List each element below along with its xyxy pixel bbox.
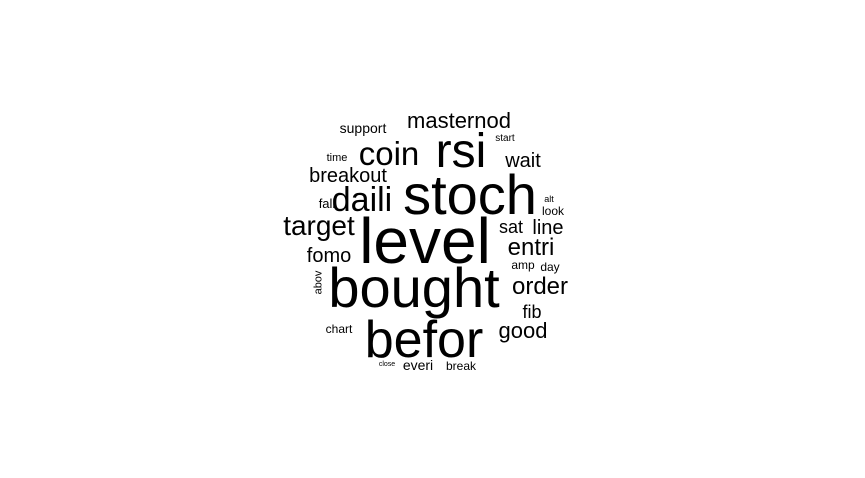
cloud-word-alt: alt: [544, 193, 554, 204]
cloud-word-close: close: [378, 360, 396, 368]
cloud-word-break: break: [445, 359, 477, 373]
cloud-word-abov: abov: [312, 270, 325, 294]
cloud-word-befor: befor: [364, 311, 484, 369]
cloud-word-support: support: [339, 120, 387, 136]
cloud-word-target: target: [283, 210, 355, 241]
cloud-word-fall: fall: [318, 195, 336, 211]
cloud-word-fomo: fomo: [306, 245, 352, 267]
cloud-word-chart: chart: [325, 322, 353, 336]
cloud-word-stoch: stoch: [403, 163, 537, 226]
cloud-word-look: look: [541, 204, 564, 218]
cloud-word-day: day: [540, 260, 560, 274]
cloud-word-order: order: [511, 273, 569, 300]
cloud-word-wait: wait: [505, 150, 541, 172]
cloud-word-rsi: rsi: [435, 125, 487, 178]
cloud-word-entri: entri: [507, 234, 555, 261]
cloud-word-daili: daili: [331, 181, 393, 219]
cloud-word-amp: amp: [511, 258, 535, 272]
cloud-word-masternod: masternod: [407, 108, 511, 133]
cloud-word-breakout: breakout: [309, 165, 387, 187]
cloud-word-fib: fib: [522, 302, 542, 322]
cloud-word-sat: sat: [498, 217, 523, 237]
cloud-word-coin: coin: [358, 134, 420, 172]
cloud-word-good: good: [498, 318, 548, 343]
cloud-word-bought: bought: [328, 256, 500, 319]
cloud-word-everi: everi: [402, 357, 434, 373]
cloud-word-line: line: [532, 217, 564, 239]
cloud-word-start: start: [495, 133, 515, 144]
cloud-word-level: level: [359, 205, 491, 277]
cloud-word-time: time: [326, 151, 348, 164]
